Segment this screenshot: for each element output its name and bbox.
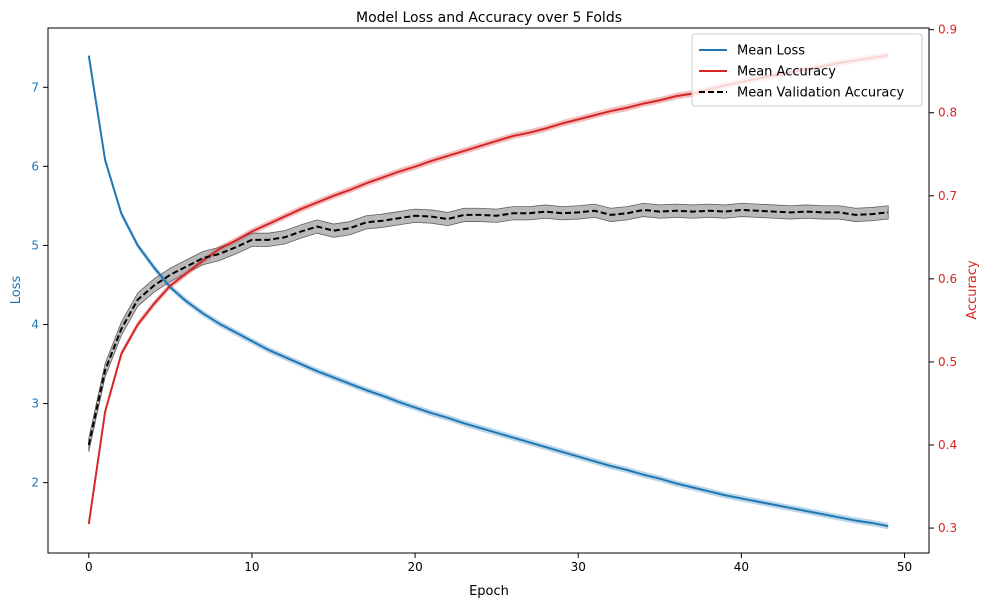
x-tick-label: 0 bbox=[85, 560, 93, 574]
x-tick-label: 40 bbox=[734, 560, 749, 574]
chart-title: Model Loss and Accuracy over 5 Folds bbox=[356, 10, 622, 26]
y-right-tick-label: 0.4 bbox=[938, 438, 957, 452]
x-tick-label: 10 bbox=[244, 560, 259, 574]
y-left-tick-label: 6 bbox=[31, 159, 39, 173]
x-axis-label: Epoch bbox=[469, 584, 509, 599]
y-right-tick-label: 0.9 bbox=[938, 23, 957, 37]
legend-label-mean-loss: Mean Loss bbox=[737, 44, 805, 59]
y-axis-left: 2 3 4 5 6 7 bbox=[31, 80, 48, 490]
y-axis-left-label: Loss bbox=[9, 276, 24, 305]
confidence-bands bbox=[88, 52, 889, 530]
mean-validation-accuracy-line bbox=[87, 208, 889, 446]
y-left-tick-label: 4 bbox=[31, 317, 39, 331]
legend-label-mean-validation-accuracy: Mean Validation Accuracy bbox=[737, 86, 905, 101]
x-tick-label: 50 bbox=[897, 560, 912, 574]
x-axis: 0 10 20 30 40 50 bbox=[85, 553, 912, 574]
legend-box bbox=[691, 33, 923, 107]
y-axis-right: 0.3 0.4 0.5 0.6 0.7 0.8 0.9 bbox=[929, 23, 957, 535]
legend-label-mean-accuracy: Mean Accuracy bbox=[737, 65, 836, 80]
y-right-tick-label: 0.7 bbox=[938, 189, 957, 203]
y-right-tick-label: 0.5 bbox=[938, 355, 957, 369]
y-left-tick-label: 5 bbox=[31, 238, 39, 252]
mean-loss-line bbox=[87, 55, 889, 528]
mean-validation-accuracy-band bbox=[88, 202, 889, 452]
y-left-tick-label: 3 bbox=[31, 397, 39, 411]
x-tick-label: 20 bbox=[407, 560, 422, 574]
y-right-tick-label: 0.3 bbox=[938, 521, 957, 535]
y-right-tick-label: 0.6 bbox=[938, 272, 957, 286]
y-left-tick-label: 2 bbox=[31, 476, 39, 490]
x-tick-label: 30 bbox=[571, 560, 586, 574]
plot-frame bbox=[47, 27, 930, 554]
legend: Mean Loss Mean Accuracy Mean Validation Ac… bbox=[691, 33, 923, 107]
y-left-tick-label: 7 bbox=[31, 80, 39, 94]
y-axis-right-label: Accuracy bbox=[965, 260, 980, 320]
y-right-tick-label: 0.8 bbox=[938, 106, 957, 120]
